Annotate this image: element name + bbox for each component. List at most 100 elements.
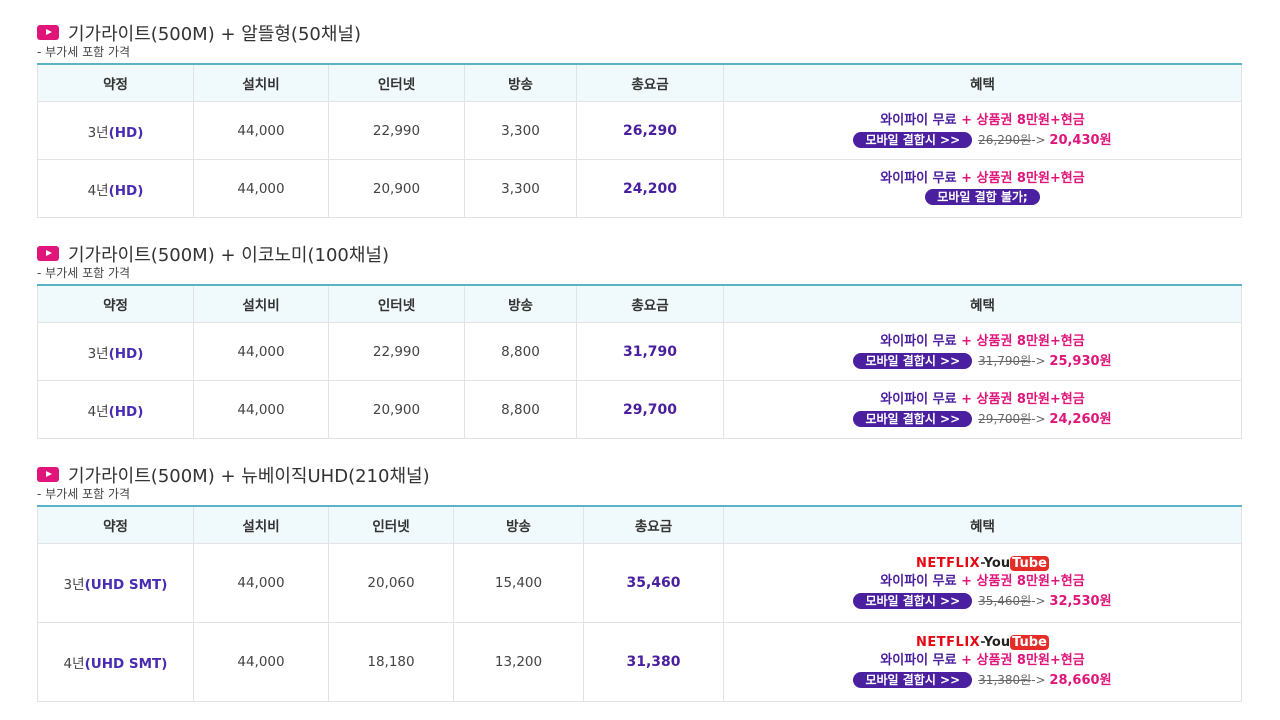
wifi-label: 와이파이 무료 bbox=[880, 112, 957, 128]
discount-price: 24,260원 bbox=[1049, 411, 1112, 427]
mobile-bundle-button[interactable]: 모바일 결합시 >> bbox=[853, 131, 973, 148]
benefit-wifi-gift: 와이파이 무료 + 상품권 8만원+현금 bbox=[725, 112, 1240, 130]
benefit-cell: 와이파이 무료 + 상품권 8만원+현금 모바일 결합시 >> 26,290원->… bbox=[723, 101, 1242, 160]
header-total: 총요금 bbox=[576, 284, 724, 323]
header-tv: 방송 bbox=[464, 284, 577, 323]
price-table: 약정 설치비 인터넷 방송 총요금 혜택 3년(HD) 44,000 22,99… bbox=[37, 63, 1242, 218]
plus-sign: + bbox=[956, 333, 977, 349]
plus-sign: + bbox=[956, 391, 977, 407]
header-internet: 인터넷 bbox=[328, 63, 465, 102]
benefit-cell: 와이파이 무료 + 상품권 8만원+현금 모바일 결합시 >> 31,790원->… bbox=[723, 322, 1242, 381]
wifi-label: 와이파이 무료 bbox=[880, 653, 957, 668]
netflix-youtube-logo: NETFLIX-You Tube bbox=[725, 634, 1240, 652]
header-install: 설치비 bbox=[193, 505, 329, 544]
play-icon bbox=[37, 246, 59, 261]
header-benefit: 혜택 bbox=[723, 284, 1242, 323]
arrow: -> bbox=[1031, 132, 1050, 147]
discount-price: 28,660원 bbox=[1049, 673, 1112, 688]
total-cell: 24,200 bbox=[576, 159, 724, 218]
term-type: (HD) bbox=[108, 345, 144, 362]
mobile-discount: 모바일 결합시 >> 31,380원-> 28,660원 bbox=[725, 671, 1240, 690]
netflix-youtube-logo: NETFLIX-You Tube bbox=[725, 555, 1240, 573]
term-years: 3년 bbox=[87, 345, 109, 362]
youtube-logo-tube: Tube bbox=[1010, 556, 1049, 571]
total-cell: 35,460 bbox=[583, 543, 724, 623]
discount-price: 25,930원 bbox=[1049, 353, 1112, 369]
internet-cell: 22,990 bbox=[328, 101, 465, 160]
wifi-label: 와이파이 무료 bbox=[880, 574, 957, 589]
gift-label: 상품권 8만원+현금 bbox=[976, 333, 1085, 349]
header-tv: 방송 bbox=[464, 63, 577, 102]
play-icon bbox=[37, 25, 59, 40]
total-cell: 31,380 bbox=[583, 622, 724, 702]
mobile-discount: 모바일 결합시 >> 31,790원-> 25,930원 bbox=[725, 352, 1240, 371]
term-cell: 4년(HD) bbox=[37, 380, 194, 439]
plan-section-3: 기가라이트(500M) + 뉴베이직UHD(210채널) - 부가세 포함 가격… bbox=[37, 462, 1242, 702]
header-benefit: 혜택 bbox=[723, 63, 1242, 102]
arrow: -> bbox=[1031, 673, 1050, 687]
table-header-row: 약정 설치비 인터넷 방송 총요금 혜택 bbox=[37, 505, 1242, 544]
benefit-cell: 와이파이 무료 + 상품권 8만원+현금 모바일 결합 불가; bbox=[723, 159, 1242, 218]
gift-label: 상품권 8만원+현금 bbox=[976, 171, 1085, 186]
vat-note: - 부가세 포함 가격 bbox=[37, 45, 131, 59]
tv-cell: 15,400 bbox=[453, 543, 584, 623]
term-years: 3년 bbox=[63, 577, 85, 593]
header-internet: 인터넷 bbox=[328, 505, 454, 544]
mobile-not-available-button[interactable]: 모바일 결합 불가; bbox=[925, 189, 1040, 205]
term-cell: 3년(HD) bbox=[37, 101, 194, 160]
benefit-wifi-gift: 와이파이 무료 + 상품권 8만원+현금 bbox=[725, 333, 1240, 351]
table-row: 3년(UHD SMT) 44,000 20,060 15,400 35,460 … bbox=[37, 543, 1242, 623]
mobile-bundle-button[interactable]: 모바일 결합시 >> bbox=[853, 410, 973, 427]
term-cell: 4년(UHD SMT) bbox=[37, 622, 194, 702]
term-type: (HD) bbox=[108, 403, 144, 420]
internet-cell: 18,180 bbox=[328, 622, 454, 702]
plan-section-1: 기가라이트(500M) + 알뜰형(50채널) - 부가세 포함 가격 약정 설… bbox=[37, 20, 1242, 218]
tv-cell: 8,800 bbox=[464, 380, 577, 439]
term-years: 4년 bbox=[87, 182, 109, 199]
section-title-text: 기가라이트(500M) + 알뜰형(50채널) bbox=[68, 24, 362, 45]
header-benefit: 혜택 bbox=[723, 505, 1242, 544]
plus-sign: + bbox=[956, 574, 977, 589]
total-cell: 26,290 bbox=[576, 101, 724, 160]
header-internet: 인터넷 bbox=[328, 284, 465, 323]
youtube-logo-you: You bbox=[983, 635, 1011, 650]
tv-cell: 13,200 bbox=[453, 622, 584, 702]
mobile-discount: 모바일 결합시 >> 26,290원-> 20,430원 bbox=[725, 131, 1240, 150]
header-term: 약정 bbox=[37, 284, 194, 323]
play-icon bbox=[37, 467, 59, 482]
benefit-cell: 와이파이 무료 + 상품권 8만원+현금 모바일 결합시 >> 29,700원->… bbox=[723, 380, 1242, 439]
mobile-bundle-button[interactable]: 모바일 결합시 >> bbox=[853, 672, 973, 688]
tv-cell: 3,300 bbox=[464, 159, 577, 218]
benefit-wifi-gift: 와이파이 무료 + 상품권 8만원+현금 bbox=[725, 573, 1240, 591]
section-title: 기가라이트(500M) + 이코노미(100채널) bbox=[37, 241, 1241, 266]
logo-dash: - bbox=[980, 556, 984, 571]
header-tv: 방송 bbox=[453, 505, 584, 544]
old-price: 31,380원 bbox=[978, 673, 1032, 687]
install-cell: 44,000 bbox=[193, 322, 329, 381]
term-type: (UHD SMT) bbox=[84, 577, 168, 593]
internet-cell: 22,990 bbox=[328, 322, 465, 381]
youtube-logo-you: You bbox=[983, 556, 1011, 571]
term-years: 4년 bbox=[87, 403, 109, 420]
table-row: 3년(HD) 44,000 22,990 3,300 26,290 와이파이 무… bbox=[37, 101, 1242, 160]
header-install: 설치비 bbox=[193, 63, 329, 102]
benefit-wifi-gift: 와이파이 무료 + 상품권 8만원+현금 bbox=[725, 652, 1240, 670]
benefit-wifi-gift: 와이파이 무료 + 상품권 8만원+현금 bbox=[725, 170, 1240, 188]
gift-label: 상품권 8만원+현금 bbox=[976, 574, 1085, 589]
section-title: 기가라이트(500M) + 뉴베이직UHD(210채널) bbox=[37, 462, 1241, 487]
old-price: 35,460원 bbox=[978, 594, 1032, 608]
arrow: -> bbox=[1031, 594, 1050, 608]
old-price: 26,290원 bbox=[978, 132, 1032, 147]
tv-cell: 8,800 bbox=[464, 322, 577, 381]
header-install: 설치비 bbox=[193, 284, 329, 323]
table-header-row: 약정 설치비 인터넷 방송 총요금 혜택 bbox=[37, 63, 1242, 102]
mobile-bundle-button[interactable]: 모바일 결합시 >> bbox=[853, 352, 973, 369]
header-total: 총요금 bbox=[576, 63, 724, 102]
vat-note: - 부가세 포함 가격 bbox=[37, 266, 131, 280]
arrow: -> bbox=[1031, 353, 1050, 368]
mobile-bundle-button[interactable]: 모바일 결합시 >> bbox=[853, 593, 973, 609]
total-cell: 29,700 bbox=[576, 380, 724, 439]
netflix-logo: NETFLIX bbox=[916, 556, 981, 571]
table-row: 3년(HD) 44,000 22,990 8,800 31,790 와이파이 무… bbox=[37, 322, 1242, 381]
internet-cell: 20,900 bbox=[328, 159, 465, 218]
